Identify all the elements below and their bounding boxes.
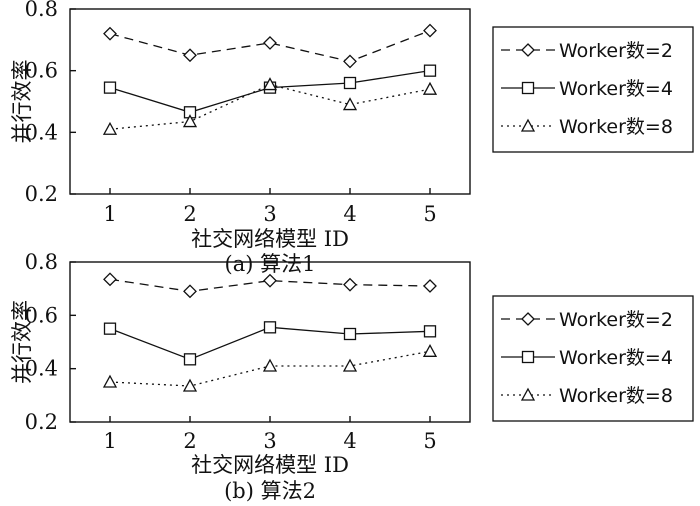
series-2 <box>103 64 437 119</box>
y-tick-label: 0.6 <box>25 59 58 83</box>
legend-marker <box>520 387 536 401</box>
data-point <box>262 358 278 372</box>
series-2 <box>103 321 437 366</box>
data-point <box>343 76 357 90</box>
series-line <box>109 278 431 292</box>
series-1 <box>103 23 437 69</box>
legend-label: Worker数=2 <box>559 40 673 62</box>
series-3 <box>102 343 438 392</box>
chart-caption: (a) 算法1 <box>225 252 316 276</box>
data-point <box>182 378 198 392</box>
data-point <box>263 273 277 288</box>
y-tick-label: 0.2 <box>25 182 58 206</box>
data-point <box>423 279 437 293</box>
x-tick-label: 2 <box>183 429 196 453</box>
y-tick-label: 0.4 <box>25 357 58 381</box>
legend-marker <box>520 118 536 132</box>
x-tick-label: 1 <box>103 429 116 453</box>
data-point <box>422 343 438 357</box>
x-tick-label: 4 <box>343 202 356 226</box>
legend-item: Worker数=4 <box>501 347 673 369</box>
legend-item: Worker数=2 <box>501 40 673 62</box>
legend-label: Worker数=2 <box>559 309 673 331</box>
data-point <box>262 77 278 91</box>
x-tick-label: 2 <box>183 202 196 226</box>
legend-marker <box>521 81 535 95</box>
y-tick-label: 0.8 <box>25 250 58 274</box>
legend-label: Worker数=8 <box>559 385 673 407</box>
x-tick-label: 5 <box>423 202 436 226</box>
x-tick-label: 4 <box>343 429 356 453</box>
data-point <box>343 327 357 341</box>
data-point <box>102 374 118 388</box>
data-point <box>103 272 117 287</box>
x-axis-title: 社交网络模型 ID <box>191 227 349 251</box>
data-point <box>103 322 117 335</box>
legend: Worker数=2 Worker数=4 Worker数=8 <box>492 295 694 422</box>
series-line <box>109 29 431 63</box>
data-point <box>263 321 277 334</box>
y-axis-title: 并行效率 <box>10 300 34 384</box>
legend-marker <box>521 350 535 364</box>
x-tick-label: 5 <box>423 429 436 453</box>
legend-label: Worker数=4 <box>559 78 673 100</box>
y-tick-label: 0.8 <box>25 0 58 21</box>
legend: Worker数=2 Worker数=4 Worker数=8 <box>492 26 694 153</box>
y-tick-label: 0.6 <box>25 303 58 327</box>
data-point <box>103 81 117 94</box>
x-tick-label: 3 <box>263 429 276 453</box>
data-point <box>183 284 197 299</box>
series-3 <box>102 77 438 135</box>
data-point <box>182 114 198 128</box>
data-point <box>423 325 437 338</box>
data-point <box>102 121 118 135</box>
x-axis-title: 社交网络模型 ID <box>191 453 349 477</box>
legend-label: Worker数=8 <box>559 116 673 138</box>
chart-caption: (b) 算法2 <box>224 479 316 503</box>
data-point <box>183 48 197 63</box>
data-point <box>423 64 437 77</box>
legend-label: Worker数=4 <box>559 347 673 369</box>
chart-panel-1: 0.2 0.4 0.6 0.8 1 2 3 4 5 社交网络模型 ID 并行效率 (a) 算法1 Wor… <box>10 0 694 276</box>
data-point <box>422 81 438 95</box>
data-point <box>343 277 357 292</box>
data-point <box>342 358 358 372</box>
legend-item: Worker数=4 <box>501 78 673 100</box>
y-axis-title: 并行效率 <box>10 60 34 144</box>
legend-marker <box>521 43 535 57</box>
data-point <box>343 54 357 69</box>
data-point <box>183 353 197 366</box>
data-point <box>423 23 437 38</box>
y-tick-label: 0.2 <box>25 410 58 434</box>
data-point <box>103 26 117 41</box>
x-tick-label: 3 <box>263 202 276 226</box>
legend-marker <box>521 312 535 326</box>
x-tick-label: 1 <box>103 202 116 226</box>
legend-item: Worker数=8 <box>501 116 673 138</box>
data-point <box>342 97 358 111</box>
data-point <box>263 35 277 50</box>
chart-panel-2: 0.2 0.4 0.6 0.8 1 2 3 4 5 社交网络模型 ID 并行效率 (b) 算法2 Wor… <box>10 250 694 503</box>
series-1 <box>103 272 437 299</box>
y-tick-label: 0.4 <box>25 120 58 144</box>
legend-item: Worker数=8 <box>501 385 673 407</box>
legend-item: Worker数=2 <box>501 309 673 331</box>
